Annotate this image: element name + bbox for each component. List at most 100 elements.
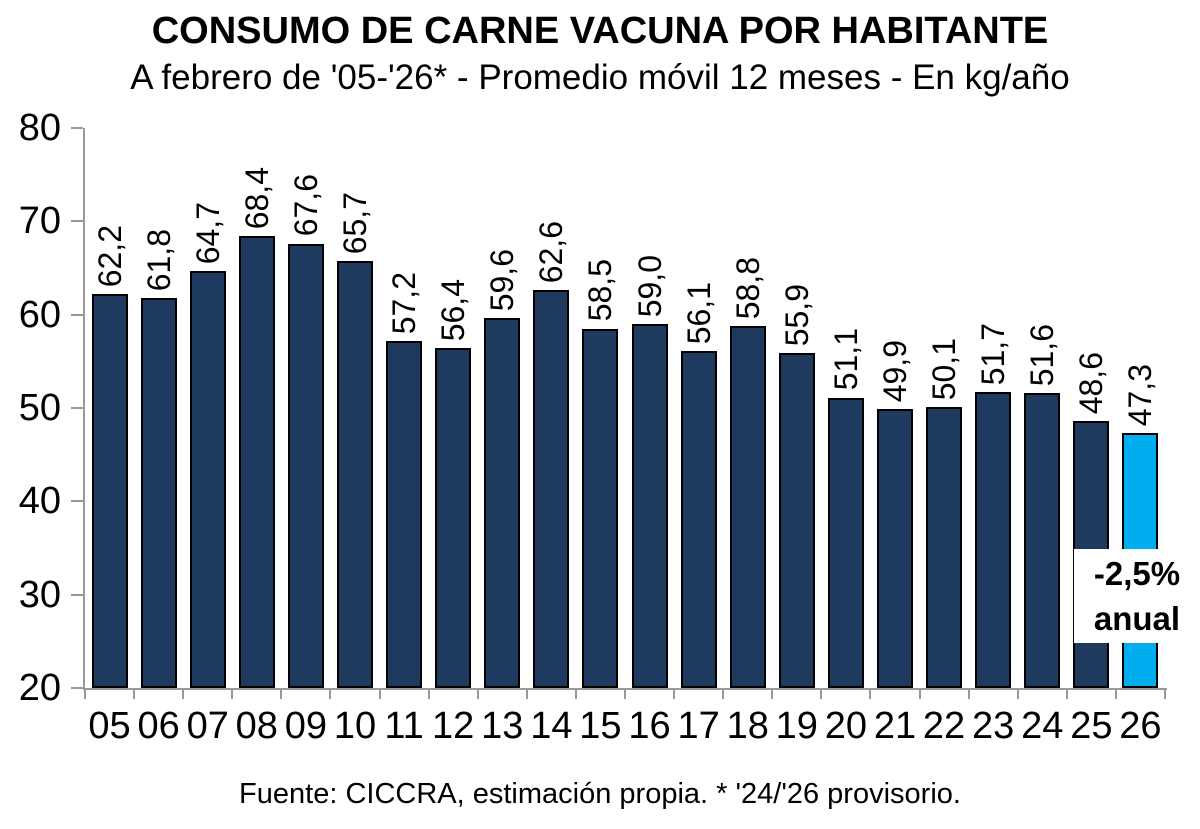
bar-value-label: 64,7	[189, 201, 226, 264]
y-axis-label: 30	[18, 573, 61, 616]
bar-08	[238, 236, 275, 688]
y-axis-label: 70	[18, 200, 61, 243]
bar-07	[189, 270, 226, 688]
x-axis-tick	[1114, 690, 1117, 699]
x-axis-tick	[84, 690, 86, 699]
x-axis-tick	[574, 690, 577, 699]
bar-value-label: 62,6	[533, 221, 570, 284]
bar-value-label: 65,7	[337, 192, 373, 255]
x-axis-tick	[1164, 690, 1166, 699]
bar-value-label: 59,0	[631, 254, 668, 317]
x-axis-label: 22	[922, 705, 966, 747]
bar-value-label: 62,2	[91, 224, 128, 288]
x-axis-tick	[869, 690, 872, 699]
x-axis-label: 05	[88, 705, 131, 747]
bar-value-label: 58,5	[582, 259, 619, 322]
y-axis-tick	[71, 407, 83, 409]
bar-17	[680, 351, 717, 688]
y-axis-tick	[71, 593, 83, 596]
y-axis-label: 80	[18, 107, 61, 149]
bar-13	[484, 318, 521, 688]
y-axis-label: 50	[18, 387, 61, 429]
x-axis-tick	[771, 690, 774, 699]
bar-value-label: 49,9	[877, 339, 913, 402]
x-axis-label: 24	[1021, 705, 1064, 747]
x-axis-tick	[1065, 690, 1068, 699]
bar-19	[778, 352, 815, 688]
x-axis-tick	[624, 690, 626, 699]
bar-value-label: 50,1	[926, 337, 963, 401]
bar-value-label: 68,4	[238, 167, 275, 230]
x-axis-line	[83, 688, 1167, 690]
x-axis-label: 06	[137, 705, 180, 747]
annotation-box: -2,5% anual	[1074, 549, 1200, 643]
x-axis-tick	[1016, 690, 1019, 699]
bar-24	[1024, 393, 1061, 688]
y-axis-tick	[71, 220, 83, 223]
x-axis-tick	[280, 690, 283, 699]
x-axis-tick	[476, 690, 479, 699]
bar-value-label: 56,4	[435, 279, 472, 342]
x-axis-label: 15	[579, 705, 622, 747]
x-axis-tick	[967, 690, 970, 699]
x-axis-label: 07	[186, 705, 229, 747]
bar-value-label: 61,8	[140, 228, 177, 291]
x-axis-tick	[918, 690, 921, 699]
x-axis-label: 17	[677, 705, 720, 747]
bar-15	[582, 328, 619, 688]
x-axis-tick	[133, 690, 136, 699]
bar-18	[729, 325, 766, 688]
x-axis-tick	[378, 690, 381, 699]
x-axis-tick	[231, 690, 234, 699]
bar-value-label: 51,7	[975, 322, 1012, 386]
x-axis-tick	[525, 690, 528, 699]
x-axis-label: 16	[628, 705, 671, 747]
bar-23	[975, 392, 1012, 688]
x-axis-label: 25	[1070, 705, 1113, 747]
bar-14	[533, 290, 570, 688]
bar-value-label: 48,6	[1073, 351, 1110, 415]
x-axis-label: 14	[530, 705, 573, 747]
bar-12	[435, 348, 472, 688]
x-axis-label: 11	[384, 705, 424, 747]
bar-10	[337, 261, 373, 688]
chart-footer: Fuente: CICCRA, estimación propia. * '24…	[239, 778, 961, 810]
x-axis-label: 12	[432, 705, 475, 747]
y-axis-label: 60	[18, 293, 61, 336]
chart-subtitle: A febrero de '05-'26* - Promedio móvil 1…	[130, 58, 1070, 97]
y-axis-line	[83, 128, 85, 690]
x-axis-tick	[182, 690, 185, 699]
chart-title: CONSUMO DE CARNE VACUNA POR HABITANTE	[151, 10, 1049, 52]
bar-value-label: 57,2	[386, 271, 423, 334]
bar-value-label: 55,9	[778, 283, 815, 346]
x-axis-tick	[673, 690, 676, 699]
bar-value-label: 47,3	[1122, 363, 1159, 427]
x-axis-label: 18	[726, 705, 769, 747]
x-axis-label: 23	[972, 705, 1015, 747]
x-axis-label: 26	[1119, 705, 1162, 747]
y-axis-tick	[71, 313, 83, 316]
bar-value-label: 67,6	[287, 174, 324, 237]
x-axis-label: 09	[284, 705, 328, 747]
bar-16	[631, 324, 668, 688]
x-axis-tick	[722, 690, 725, 699]
x-axis-label: 13	[481, 705, 524, 747]
x-axis-label: 21	[873, 705, 917, 747]
bar-value-label: 56,1	[680, 281, 717, 345]
bar-value-label: 51,1	[827, 328, 864, 391]
x-axis-tick	[427, 690, 430, 699]
bar-05	[91, 294, 128, 688]
bar-value-label: 58,8	[729, 256, 766, 319]
x-axis-label: 10	[333, 705, 377, 747]
bar-value-label: 59,6	[484, 249, 521, 312]
y-axis-label: 20	[18, 667, 61, 709]
bar-value-label: 51,6	[1024, 323, 1061, 387]
y-axis-label: 40	[18, 480, 61, 523]
x-axis-label: 19	[775, 705, 818, 747]
bar-21	[877, 408, 913, 688]
x-axis-label: 20	[824, 705, 868, 747]
x-axis-tick	[820, 690, 823, 699]
x-axis-label: 08	[235, 705, 278, 747]
annotation-line2: anual	[1093, 600, 1181, 637]
